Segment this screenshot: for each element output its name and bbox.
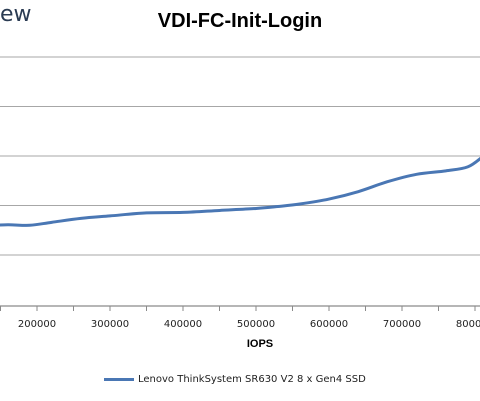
legend-swatch [104, 377, 134, 381]
x-tick-label: 600000 [310, 319, 348, 330]
chart-title: VDI-FC-Init-Login [157, 10, 323, 32]
x-tick-label: 800000 [456, 319, 480, 330]
x-tick-label: 700000 [383, 319, 421, 330]
x-tick-label: 300000 [91, 319, 129, 330]
legend-label: Lenovo ThinkSystem SR630 V2 8 x Gen4 SSD [138, 373, 366, 385]
logo-fragment: ew [0, 2, 32, 27]
x-tick-label: 200000 [18, 319, 56, 330]
x-axis [0, 306, 476, 311]
legend: Lenovo ThinkSystem SR630 V2 8 x Gen4 SSD [104, 371, 366, 387]
gridlines [0, 56, 480, 307]
series-line [0, 156, 480, 227]
x-axis-label: IOPS [246, 338, 274, 350]
x-tick-label: 500000 [237, 319, 275, 330]
series-layer [0, 156, 480, 227]
x-tick-labels: 200000 300000 400000 500000 600000 700000 8000… [18, 319, 480, 330]
x-tick-label: 400000 [164, 319, 202, 330]
